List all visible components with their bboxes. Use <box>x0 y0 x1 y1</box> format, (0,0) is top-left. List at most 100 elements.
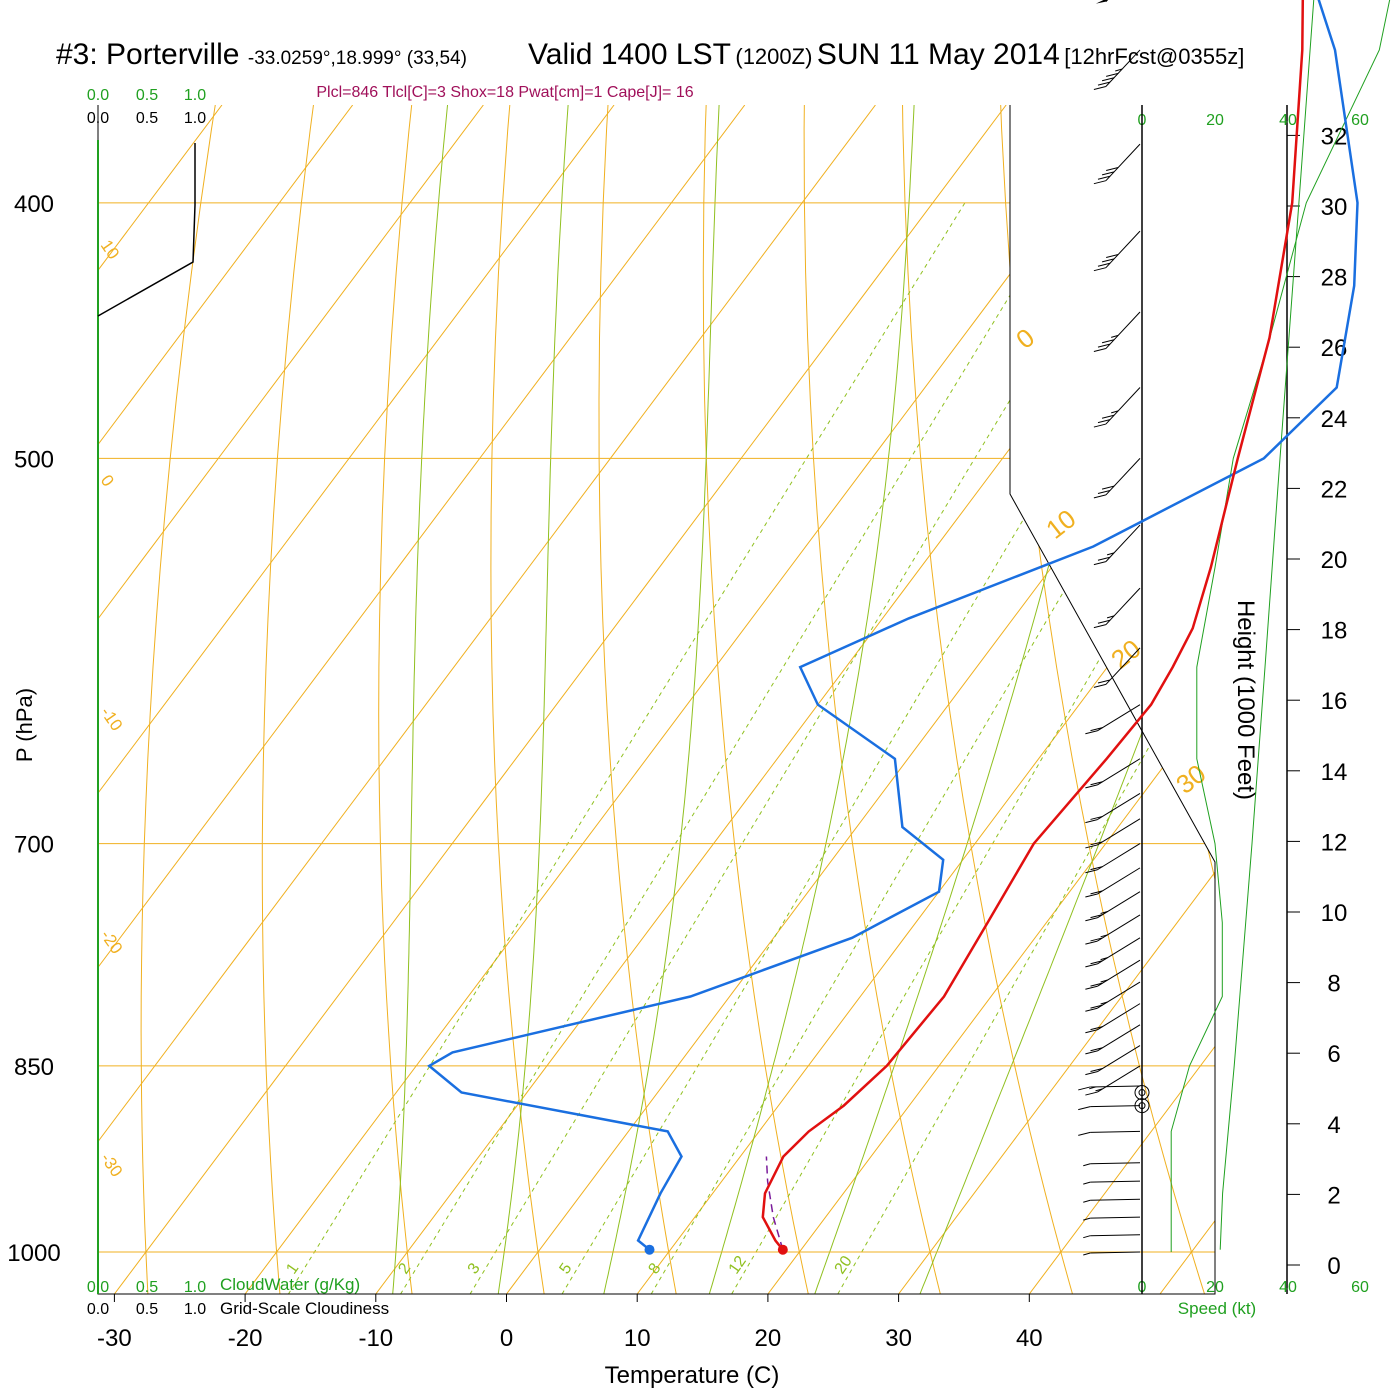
wind-barb-feather <box>1085 730 1098 735</box>
height-tick-label: 0 <box>1327 1253 1340 1280</box>
wind-barb-feather <box>1093 561 1107 566</box>
mixing-ratio-label: 12 <box>726 1253 750 1277</box>
wind-barb-feather <box>1090 1047 1103 1052</box>
mixing-ratio-line <box>461 202 1130 1294</box>
wind-barb-feather <box>1093 423 1107 428</box>
isotherm-line <box>98 105 354 1294</box>
temperature-line <box>761 0 1305 1251</box>
dry-adiabat-line <box>378 105 474 1294</box>
isotherm-line <box>98 105 746 1294</box>
calm-wind-inner-circle <box>1138 1102 1146 1110</box>
dry-adiabat-line <box>702 105 812 1294</box>
dry-adiabat-line <box>140 105 298 1294</box>
wind-barb-feather <box>1078 1106 1091 1111</box>
wind-barb-half-feather <box>1095 1088 1103 1092</box>
pressure-tick-label: 1000 <box>7 1240 60 1267</box>
isotherm-line <box>244 105 1138 1294</box>
wind-barb-half-feather <box>1100 957 1108 961</box>
wind-barb-shaft <box>1090 1180 1141 1183</box>
height-tick-label: 24 <box>1321 406 1348 433</box>
wind-barb-feather <box>1101 485 1115 490</box>
dry-adiabat-line <box>803 105 945 1294</box>
cloudwater-bottom-tick: 1.0 <box>184 1279 206 1296</box>
wind-barb-shaft <box>1105 587 1141 626</box>
wind-barb-feather <box>1090 914 1103 919</box>
height-tick-label: 20 <box>1321 547 1348 574</box>
wind-barb-feather <box>1085 1050 1098 1055</box>
pressure-tick-label: 500 <box>14 446 54 473</box>
mixing-ratio-label: 3 <box>465 1260 484 1277</box>
x-tick-label: -20 <box>228 1325 263 1352</box>
wind-barb-feather <box>1085 844 1098 849</box>
wind-barb-shaft <box>1097 937 1141 965</box>
speed-bottom-tick: 60 <box>1351 1279 1369 1296</box>
isotherm-line <box>1028 105 1215 1294</box>
wind-barb-half-feather <box>1111 334 1119 338</box>
wind-barb-shaft <box>1105 311 1141 349</box>
isotherm-line <box>898 105 1215 1294</box>
isotherm-line <box>98 105 484 1294</box>
wind-barb-feather <box>1090 960 1103 965</box>
station-coords: -33.0259°,18.999° (33,54) <box>247 48 467 69</box>
speed-axis-label: Speed (kt) <box>1178 1299 1256 1318</box>
mixing-ratio-line <box>279 202 966 1294</box>
wind-barb-feather <box>1101 258 1115 263</box>
wind-barb-shaft <box>1105 387 1141 425</box>
wind-barb-shaft <box>1105 524 1141 562</box>
x-axis-label: Temperature (C) <box>605 1362 780 1389</box>
wind-barb-feather <box>1106 167 1119 171</box>
height-tick-label: 16 <box>1321 688 1348 715</box>
wind-barb-half-feather <box>1083 1181 1091 1185</box>
height-tick-label: 8 <box>1327 971 1340 998</box>
surface-temperature-dot <box>777 1244 788 1255</box>
cloudiness-profile <box>97 143 196 317</box>
dry-adiabat-line <box>1176 105 1215 1294</box>
isotherm-label: 0 <box>1010 322 1040 355</box>
wind-barb-feather <box>1090 727 1103 732</box>
wind-barb-shaft <box>1097 914 1141 942</box>
valid-utc: (1200Z) <box>735 44 813 69</box>
wind-barb-shaft <box>1097 758 1141 786</box>
wind-barb-feather <box>1085 1091 1098 1096</box>
height-tick-label: 10 <box>1321 900 1348 927</box>
wind-barb-shaft <box>1105 458 1141 496</box>
wind-barb-half-feather <box>1111 410 1119 414</box>
wind-barb-shaft <box>1097 843 1141 871</box>
calm-wind-inner-circle <box>1138 1089 1146 1097</box>
isotherm-line <box>98 105 876 1294</box>
wind-barb-feather <box>1085 819 1098 824</box>
wind-barb-half-feather <box>1115 68 1123 72</box>
y-axis-label: P (hPa) <box>12 688 37 762</box>
wind-barb-shaft <box>1097 1024 1141 1052</box>
wind-barb-feather <box>1090 1004 1103 1009</box>
surface-dewpoint-dot <box>644 1244 655 1255</box>
cloudiness-bottom-tick: 1.0 <box>184 1301 206 1318</box>
wind-barb-feather <box>1093 624 1107 629</box>
wind-barb-shaft <box>1097 867 1141 895</box>
wind-barb-feather <box>1085 1071 1098 1076</box>
x-tick-label: 40 <box>1016 1325 1043 1352</box>
mixing-ratio-line <box>642 202 1215 1294</box>
mixing-ratio-label: 5 <box>556 1260 575 1277</box>
wind-barb-feather <box>1097 81 1111 86</box>
cloudiness-top-tick: 1.0 <box>184 110 206 127</box>
wind-barb-feather <box>1090 982 1103 987</box>
isotherm-label: -10 <box>97 703 127 734</box>
wind-barb-feather <box>1093 86 1107 90</box>
height-tick-label: 6 <box>1327 1041 1340 1068</box>
cloudiness-label: Grid-Scale Cloudiness <box>220 1299 389 1318</box>
wind-barb-shaft <box>1090 1130 1141 1133</box>
wind-barb-pennant <box>1095 0 1108 4</box>
mixing-ratio-line <box>829 202 1215 1294</box>
wind-barb-half-feather <box>1106 615 1115 619</box>
cloudiness-top-tick: 0.0 <box>87 110 109 127</box>
height-tick-label: 22 <box>1321 476 1348 503</box>
isotherm-line <box>1159 105 1215 1294</box>
x-tick-label: 30 <box>885 1325 912 1352</box>
x-tick-label: 10 <box>624 1325 651 1352</box>
wind-barb-feather <box>1090 1068 1103 1073</box>
wind-barb-half-feather <box>1100 1001 1108 1005</box>
valid-date: SUN 11 May 2014 <box>816 38 1060 71</box>
height-axis-label: Height (1000 Feet) <box>1232 600 1259 800</box>
